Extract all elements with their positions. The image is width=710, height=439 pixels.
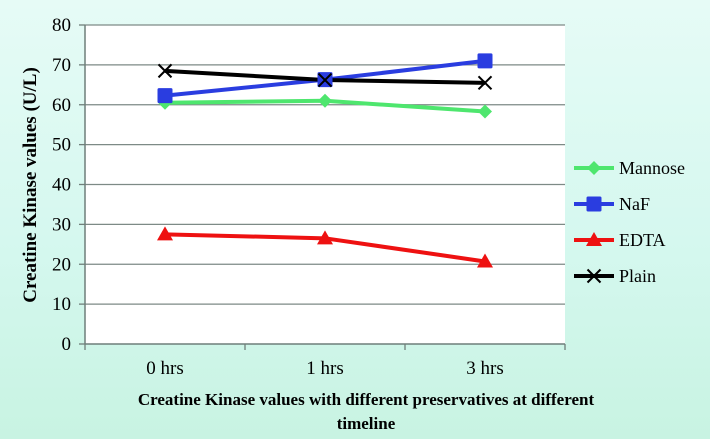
legend-marker-mannose (587, 161, 601, 175)
y-tick-label: 60 (52, 95, 71, 116)
legend-marker-naf (586, 196, 602, 212)
x-tick-label: 1 hrs (306, 358, 343, 379)
legend-item-naf: NaF (574, 194, 650, 214)
data-point-mannose (478, 104, 492, 119)
legend-label: NaF (619, 194, 650, 214)
x-marker-stroke (586, 268, 602, 284)
legend-item-edta: EDTA (574, 230, 666, 250)
x-marker-stroke (477, 75, 493, 91)
data-point-edta (317, 230, 333, 245)
x-marker-stroke (317, 72, 333, 88)
x-axis-title-line1: Creatine Kinase values with different pr… (138, 390, 595, 409)
legend-item-mannose: Mannose (574, 158, 685, 178)
x-tick-label: 0 hrs (146, 358, 183, 379)
axes (79, 24, 566, 350)
y-tick-label: 30 (52, 214, 71, 235)
data-point-naf (477, 53, 493, 69)
x-marker-stroke (157, 63, 173, 79)
legend-marker-edta (586, 232, 602, 246)
y-tick-label: 40 (52, 175, 71, 196)
data-point-edta (477, 253, 493, 268)
y-tick-label: 70 (52, 55, 71, 76)
legend-item-plain: Plain (574, 266, 656, 286)
data-point-naf (157, 88, 173, 104)
legend-label: Mannose (619, 158, 685, 178)
legend-label: EDTA (619, 230, 666, 250)
legend-marker-plain (586, 268, 602, 284)
data-point-plain (317, 72, 333, 88)
legend: Mannose NaF EDTA Plain (574, 158, 685, 286)
data-point-edta (157, 226, 173, 241)
legend-label: Plain (619, 266, 656, 286)
x-tick-labels: 0 hrs 1 hrs 3 hrs (146, 358, 503, 379)
y-tick-label: 50 (52, 135, 71, 156)
x-axis-title-line2: timeline (337, 414, 396, 433)
data-point-plain (157, 63, 173, 79)
data-point-mannose (318, 93, 332, 108)
y-tick-label: 20 (52, 254, 71, 275)
data-point-plain (477, 75, 493, 91)
y-tick-label: 80 (52, 15, 71, 36)
y-axis-title: Creatine Kinase values (U/L) (20, 67, 41, 303)
x-tick-label: 3 hrs (466, 358, 503, 379)
series-markers (157, 53, 493, 268)
y-tick-labels: 0 10 20 30 40 50 60 70 80 (52, 15, 71, 355)
y-tick-label: 0 (62, 334, 72, 355)
y-tick-label: 10 (52, 294, 71, 315)
